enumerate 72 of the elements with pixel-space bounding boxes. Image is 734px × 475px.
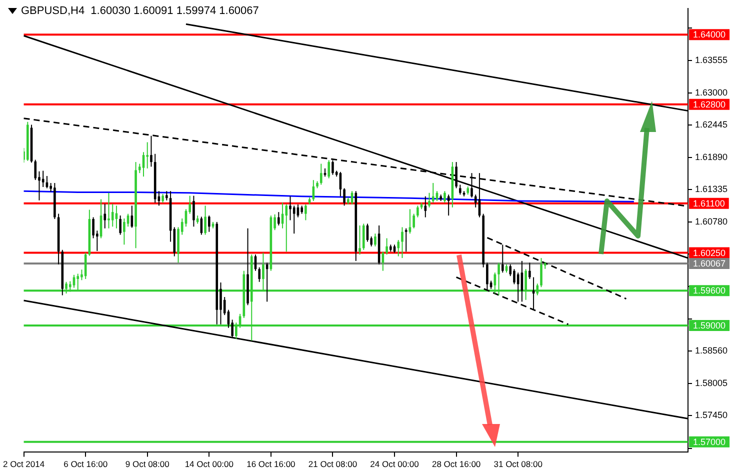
- candlestick: [304, 204, 307, 221]
- candlestick: [408, 208, 412, 234]
- candlestick: [42, 170, 44, 188]
- candlestick: [166, 190, 168, 201]
- candlestick: [397, 239, 400, 257]
- candlestick: [459, 184, 462, 196]
- y-tick-label: 1.61335: [695, 184, 728, 194]
- candlestick: [343, 188, 346, 206]
- x-tick-label: 16 Oct 16:00: [246, 459, 296, 470]
- candlestick: [540, 258, 542, 288]
- candlestick: [119, 215, 122, 236]
- candlestick: [278, 212, 280, 226]
- candlestick: [208, 215, 210, 232]
- ref-line-label: 1.57000: [693, 436, 726, 447]
- candlestick: [528, 262, 531, 280]
- candlestick: [34, 159, 37, 181]
- candlestick: [501, 244, 504, 274]
- candlestick: [292, 205, 296, 234]
- candlestick: [470, 172, 473, 198]
- x-tick-label: 24 Oct 00:00: [370, 459, 420, 470]
- ref-line-label: 1.62800: [693, 99, 726, 110]
- candlestick: [328, 160, 330, 179]
- x-tick-label: 2 Oct 2014: [2, 459, 45, 470]
- candlestick: [416, 205, 419, 218]
- candlestick: [192, 195, 195, 228]
- ref-line-label: 1.64000: [693, 30, 726, 40]
- y-tick-label: 1.60780: [695, 216, 728, 226]
- candlestick: [428, 192, 430, 208]
- x-tick-label: 31 Oct 08:00: [494, 459, 543, 470]
- x-tick-label: 14 Oct 00:00: [184, 459, 234, 470]
- y-tick-label: 1.61890: [695, 152, 728, 162]
- x-tick-label: 28 Oct 16:00: [432, 459, 481, 470]
- candlestick: [358, 224, 361, 256]
- y-tick-label: 1.57450: [695, 410, 728, 420]
- ref-line-label: 1.59000: [693, 320, 726, 331]
- ref-line-label: 1.60250: [693, 248, 726, 258]
- candlestick: [123, 218, 126, 246]
- candlestick: [401, 226, 404, 259]
- candlestick: [374, 233, 376, 247]
- candlestick: [204, 205, 206, 236]
- candlestick: [146, 142, 149, 169]
- candlestick: [513, 268, 516, 285]
- chart-title: GBPUSD,H4 1.60030 1.60091 1.59974 1.60067: [21, 5, 259, 17]
- candlestick: [92, 216, 94, 239]
- candlestick: [455, 162, 458, 189]
- candlestick: [104, 203, 106, 229]
- y-tick-label: 1.63555: [695, 54, 728, 65]
- candlestick: [444, 190, 446, 204]
- candlestick: [332, 160, 334, 176]
- candlestick: [424, 196, 427, 218]
- x-tick-label: 21 Oct 08:00: [308, 459, 358, 470]
- candlestick: [258, 266, 261, 282]
- candlestick: [285, 204, 288, 252]
- y-tick-label: 1.58005: [695, 378, 728, 388]
- candlestick: [386, 238, 388, 256]
- candlestick: [412, 213, 415, 229]
- ref-line-label: 1.61100: [693, 198, 725, 208]
- candlestick: [362, 223, 365, 250]
- y-tick-label: 1.62445: [695, 120, 728, 130]
- candlestick: [432, 182, 434, 204]
- x-tick-label: 9 Oct 08:00: [125, 459, 170, 470]
- candlestick: [111, 203, 114, 228]
- candlestick: [150, 135, 152, 168]
- ref-line-label: 1.59600: [693, 286, 726, 296]
- candlestick: [320, 163, 322, 186]
- ref-line-label: 1.60067: [693, 258, 726, 268]
- candlestick: [289, 196, 292, 221]
- x-tick-label: 6 Oct 16:00: [64, 459, 108, 470]
- candlestick: [404, 228, 408, 252]
- candlestick: [108, 192, 110, 229]
- y-tick-label: 1.63000: [695, 87, 728, 98]
- y-tick-label: 1.58560: [695, 346, 728, 356]
